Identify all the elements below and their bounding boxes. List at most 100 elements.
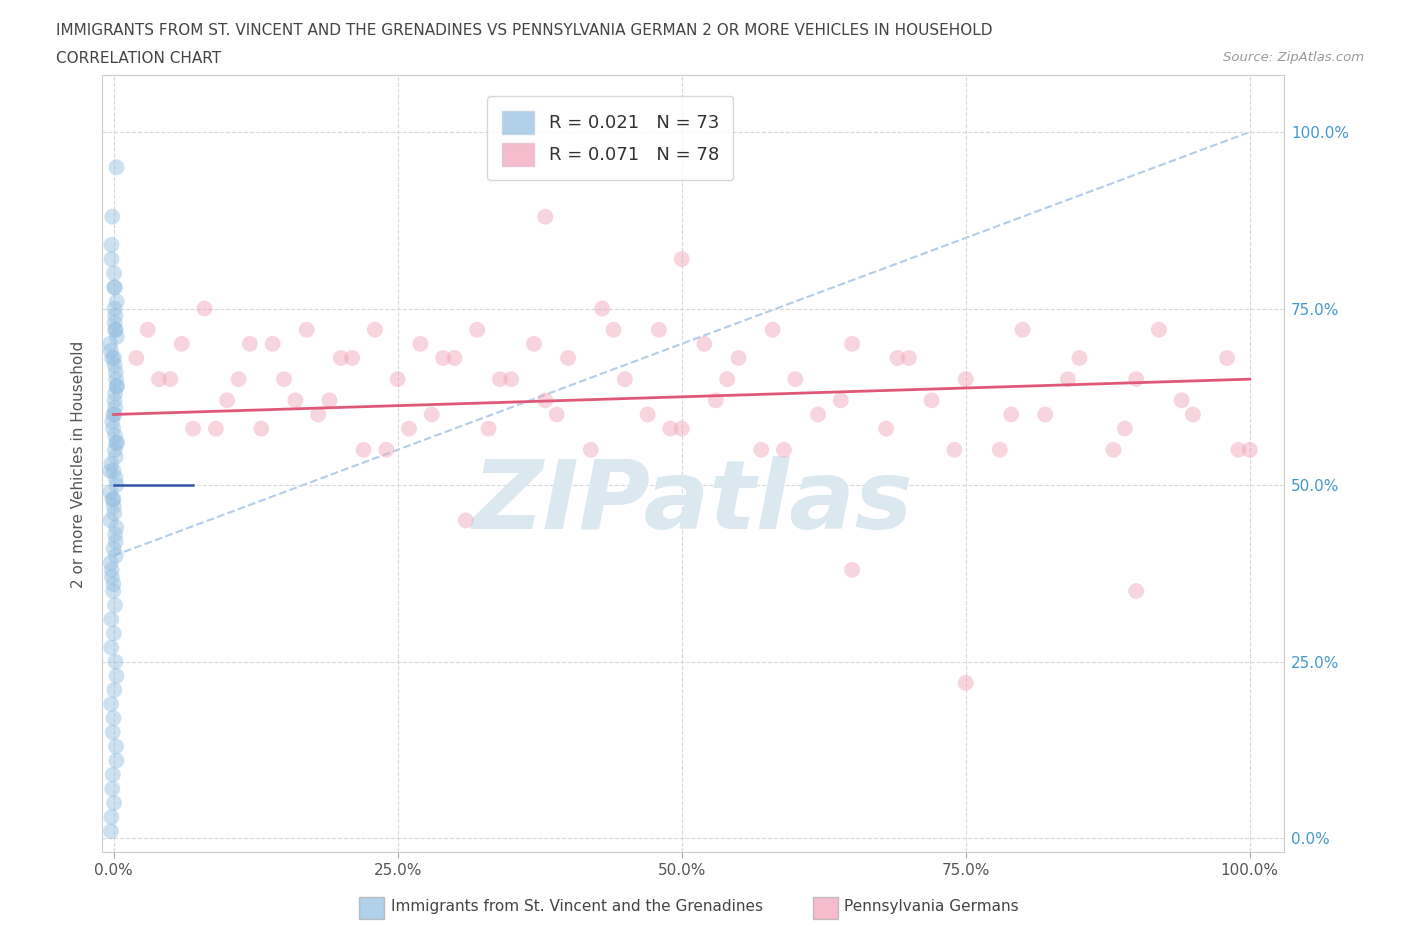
Point <box>104 739 127 754</box>
Point <box>104 323 127 338</box>
Point <box>100 612 122 627</box>
Point <box>375 443 398 458</box>
Text: Immigrants from St. Vincent and the Grenadines: Immigrants from St. Vincent and the Gren… <box>391 899 763 914</box>
Point <box>101 781 124 796</box>
Point <box>704 392 727 407</box>
Point <box>100 457 122 472</box>
Point <box>100 513 122 528</box>
Y-axis label: 2 or more Vehicles in Household: 2 or more Vehicles in Household <box>72 340 86 588</box>
Point <box>329 351 352 365</box>
Point <box>477 421 499 436</box>
Point <box>101 724 124 739</box>
Point <box>534 209 557 224</box>
Point <box>409 337 432 352</box>
Point <box>100 252 122 267</box>
Point <box>1033 407 1056 422</box>
Point <box>103 584 125 599</box>
Point <box>1011 323 1033 338</box>
Point <box>103 577 125 591</box>
Point <box>105 160 128 175</box>
Point <box>1125 372 1147 387</box>
Point <box>104 534 127 549</box>
Text: Source: ZipAtlas.com: Source: ZipAtlas.com <box>1223 51 1364 64</box>
Point <box>489 372 512 387</box>
Point <box>1000 407 1022 422</box>
Point <box>943 443 966 458</box>
Point <box>105 478 128 493</box>
Point <box>103 407 125 422</box>
Point <box>103 351 125 365</box>
Point <box>217 392 239 407</box>
Point <box>716 372 738 387</box>
Point <box>100 640 122 655</box>
Point <box>103 280 125 295</box>
Point <box>105 669 128 684</box>
Point <box>104 449 127 464</box>
Point <box>98 485 121 499</box>
Point <box>557 351 579 365</box>
Point <box>104 386 127 401</box>
Point <box>1114 421 1136 436</box>
Point <box>1102 443 1125 458</box>
Point <box>387 372 409 387</box>
Point <box>262 337 284 352</box>
Point <box>170 337 193 352</box>
Point <box>841 563 863 578</box>
Point <box>465 323 488 338</box>
Point <box>105 435 128 450</box>
Point <box>104 527 127 542</box>
Point <box>103 492 125 507</box>
Point <box>159 372 181 387</box>
Point <box>104 358 127 373</box>
Point <box>104 308 127 323</box>
Point <box>830 392 852 407</box>
Point <box>340 351 363 365</box>
Point <box>897 351 920 365</box>
Point <box>125 351 148 365</box>
Point <box>1239 443 1261 458</box>
Point <box>105 329 128 344</box>
Point <box>454 513 477 528</box>
Point <box>602 323 624 338</box>
Point <box>250 421 273 436</box>
Point <box>955 372 977 387</box>
Text: IMMIGRANTS FROM ST. VINCENT AND THE GRENADINES VS PENNSYLVANIA GERMAN 2 OR MORE : IMMIGRANTS FROM ST. VINCENT AND THE GREN… <box>56 23 993 38</box>
Point <box>104 598 127 613</box>
Point <box>103 407 125 422</box>
Point <box>105 294 128 309</box>
Point <box>955 675 977 690</box>
Point <box>807 407 830 422</box>
Point <box>273 372 295 387</box>
Point <box>98 463 121 478</box>
Point <box>104 323 127 338</box>
Point <box>101 414 124 429</box>
Point <box>101 421 124 436</box>
Point <box>193 301 215 316</box>
Point <box>773 443 796 458</box>
Point <box>693 337 716 352</box>
Point <box>101 209 124 224</box>
Point <box>988 443 1011 458</box>
Point <box>103 266 125 281</box>
Point <box>100 824 122 839</box>
Point <box>648 323 671 338</box>
Point <box>205 421 228 436</box>
Point <box>591 301 613 316</box>
Point <box>105 379 128 393</box>
Point <box>318 392 340 407</box>
Point <box>671 421 693 436</box>
Point <box>671 252 693 267</box>
Point <box>749 443 772 458</box>
Point <box>103 392 125 407</box>
Point <box>307 407 329 422</box>
Point <box>105 520 128 535</box>
Point <box>353 443 375 458</box>
Point <box>100 810 122 825</box>
Point <box>785 372 807 387</box>
Point <box>104 301 127 316</box>
Point <box>103 683 125 698</box>
Point <box>101 351 124 365</box>
Point <box>104 654 127 669</box>
Point <box>103 541 125 556</box>
Point <box>534 392 557 407</box>
